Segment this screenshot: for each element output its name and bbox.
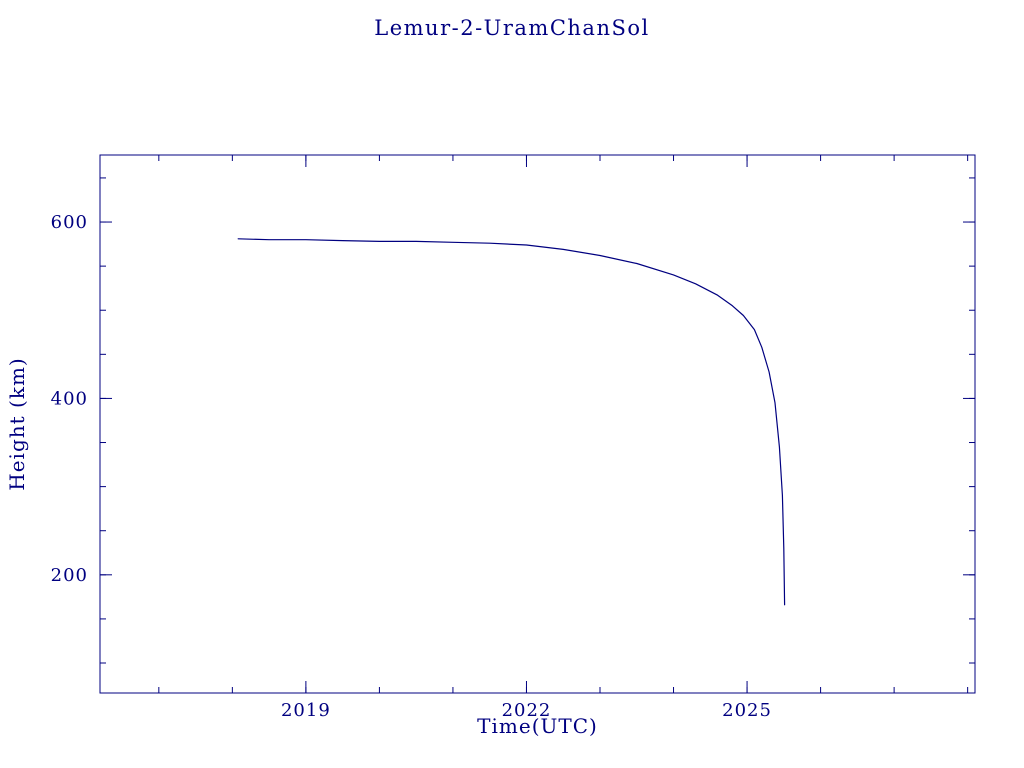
series-line-orbit-height-km bbox=[237, 238, 786, 606]
y-tick-label: 400 bbox=[51, 388, 88, 409]
x-tick-label: 2019 bbox=[281, 700, 331, 721]
y-tick-label: 600 bbox=[51, 212, 88, 233]
x-axis-label: Time(UTC) bbox=[477, 714, 598, 738]
chart-title: Lemur-2-UramChanSol bbox=[374, 16, 650, 40]
plot-box bbox=[99, 154, 976, 694]
x-tick-label: 2025 bbox=[722, 700, 772, 721]
x-tick-label: 2022 bbox=[502, 700, 552, 721]
y-tick-label: 200 bbox=[51, 565, 88, 586]
